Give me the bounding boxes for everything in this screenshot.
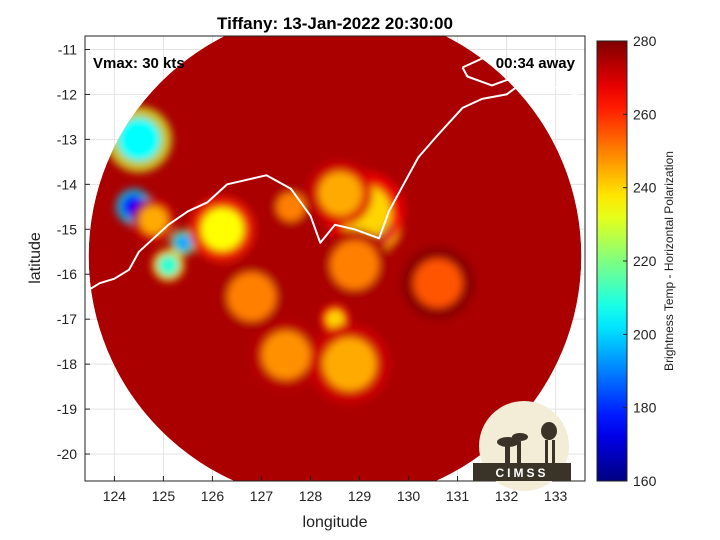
x-tick-label: 129	[348, 488, 372, 504]
chart-title: Tiffany: 13-Jan-2022 20:30:00	[217, 14, 453, 33]
x-tick-label: 133	[544, 488, 568, 504]
brightness-features	[105, 106, 475, 405]
coastline	[85, 57, 585, 294]
colorbar	[596, 40, 628, 482]
x-tick-label: 127	[250, 488, 274, 504]
feature-core	[200, 207, 245, 252]
y-axis-ticks: -11 -12 -13 -14 -15 -16 -17 -18 -19 -20	[57, 41, 90, 462]
feature-core	[116, 117, 161, 162]
feature-core	[276, 192, 306, 222]
feature-core	[413, 258, 463, 308]
y-axis-label: latitude	[27, 232, 44, 284]
feature-core	[174, 233, 192, 252]
x-tick-label: 132	[495, 488, 519, 504]
colorbar-tick-label: 160	[633, 473, 657, 489]
coastline-north	[461, 57, 518, 87]
time-away-annotation: 00:34 away	[496, 55, 576, 72]
colorbar-tick-label: 220	[633, 253, 657, 269]
colorbar-tick-label: 240	[633, 180, 657, 196]
logo-text: CIMSS	[495, 466, 548, 480]
feature-core	[261, 330, 311, 380]
y-tick-label: -15	[57, 221, 77, 237]
y-tick-label: -18	[57, 356, 77, 372]
y-tick-label: -20	[57, 446, 77, 462]
y-tick-label: -16	[57, 266, 77, 282]
feature-core	[322, 337, 377, 392]
feature-core	[317, 171, 362, 216]
cimss-logo: CIMSS	[473, 401, 571, 491]
x-tick-label: 130	[397, 488, 421, 504]
feature-core	[138, 205, 169, 235]
feature-core	[227, 272, 277, 322]
vmax-annotation: Vmax: 30 kts	[93, 55, 185, 72]
y-tick-label: -12	[57, 86, 77, 102]
x-axis-ticks: 124 125 126 127 128 129 130 131 132 133	[103, 476, 568, 504]
feature-core	[325, 309, 345, 329]
colorbar-tick-label: 200	[633, 326, 657, 342]
y-tick-label: -17	[57, 311, 77, 327]
colorbar-label: Brightness Temp - Horizontal Polarizatio…	[662, 151, 676, 371]
colorbar-tick-label: 280	[633, 33, 657, 49]
x-tick-label: 126	[201, 488, 225, 504]
feature-core	[157, 254, 180, 277]
coastline-main	[85, 75, 585, 294]
feature-core	[330, 240, 380, 290]
y-tick-label: -14	[57, 176, 77, 192]
colorbar-ticks: 160 180 200 220 240 260 280	[623, 33, 657, 489]
x-tick-label: 128	[299, 488, 323, 504]
plot-frame	[84, 35, 586, 482]
y-tick-label: -19	[57, 401, 77, 417]
x-tick-label: 124	[103, 488, 127, 504]
x-axis-label: longitude	[303, 514, 368, 531]
colorbar-tick-label: 260	[633, 106, 657, 122]
y-tick-label: -13	[57, 131, 77, 147]
y-tick-label: -11	[58, 41, 77, 57]
colorbar-tick-label: 180	[633, 400, 657, 416]
x-tick-label: 125	[152, 488, 176, 504]
x-tick-label: 131	[446, 488, 470, 504]
